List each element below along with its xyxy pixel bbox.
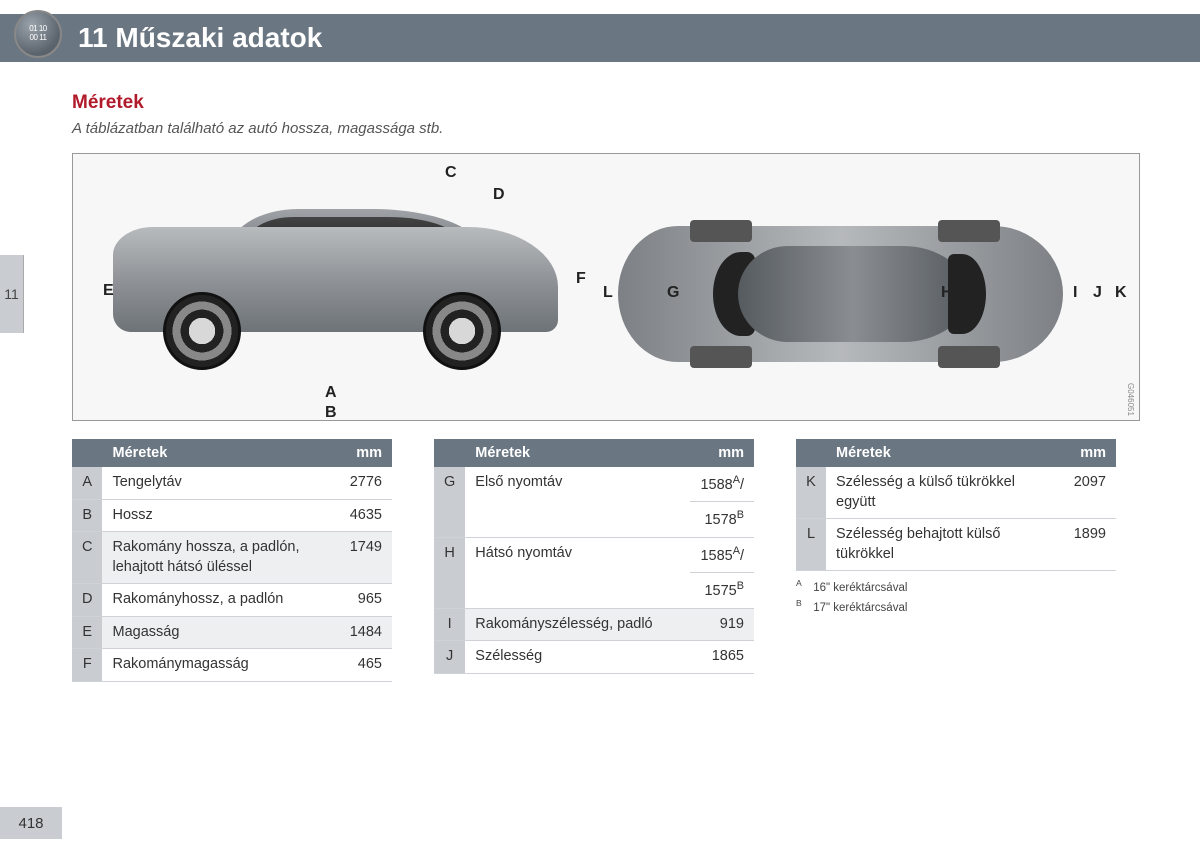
chapter-badge-icon: 01 1000 11 [14,10,62,58]
side-tab-number: 11 [4,286,19,302]
table-row: HHátsó nyomtáv1585A/ [434,537,754,572]
table-row: JSzélesség1865 [434,641,754,674]
col-dim: Méretek [826,439,1054,467]
row-label: Szélesség behajtott külső tükrökkel [826,519,1054,571]
row-value: 1578B [690,502,754,537]
row-value: 1749 [330,532,392,584]
row-key: G [434,467,465,537]
row-key: A [72,467,102,499]
row-value: 919 [690,608,754,641]
dim-label-h: H [941,284,953,302]
row-label: Hátsó nyomtáv [465,537,690,608]
dim-label-b: B [325,404,337,421]
col-key [434,439,465,467]
page-side-tab: 11 [0,255,24,333]
dimensions-table-3: MéretekmmKSzélesség a külső tükrökkel eg… [796,439,1116,571]
row-label: Szélesség [465,641,690,674]
table-row: EMagasság1484 [72,616,392,649]
dimension-tables: MéretekmmATengelytáv2776BHossz4635CRakom… [72,439,1140,682]
badge-text: 01 1000 11 [29,25,47,43]
footnotes: A 16" keréktárcsávalB 17" keréktárcsával [796,577,1116,617]
footnote: B 17" keréktárcsával [796,597,1116,617]
footnote: A 16" keréktárcsával [796,577,1116,597]
row-value: 965 [330,584,392,617]
row-key: L [796,519,826,571]
dim-label-k: K [1115,284,1127,302]
section-subtitle: A táblázatban található az autó hossza, … [72,118,1140,139]
dim-label-d: D [493,186,505,204]
row-value: 1585A/ [690,537,754,572]
row-label: Rakományszélesség, padló [465,608,690,641]
row-key: J [434,641,465,674]
car-top-view [618,214,1063,374]
page-number: 418 [0,807,62,839]
table-row: CRakomány hossza, a padlón, lehajtott há… [72,532,392,584]
col-key [796,439,826,467]
dimensions-table-2: MéretekmmGElső nyomtáv1588A/1578BHHátsó … [434,439,754,674]
table-row: ATengelytáv2776 [72,467,392,499]
table-col-2: MéretekmmGElső nyomtáv1588A/1578BHHátsó … [434,439,754,674]
row-value: 2097 [1054,467,1116,519]
chapter-title: 11 Műszaki adatok [78,22,322,54]
row-value: 2776 [330,467,392,499]
row-key: F [72,649,102,682]
car-side-view [113,209,558,364]
col-mm: mm [330,439,392,467]
row-key: C [72,532,102,584]
table-row: IRakományszélesség, padló919 [434,608,754,641]
table-col-3: MéretekmmKSzélesség a külső tükrökkel eg… [796,439,1116,617]
row-value: 1588A/ [690,467,754,502]
row-label: Magasság [102,616,330,649]
dim-label-g: G [667,284,679,302]
table-row: DRakományhossz, a padlón965 [72,584,392,617]
section-title: Méretek [72,92,1140,114]
dim-label-l: L [603,284,613,302]
row-key: H [434,537,465,608]
dimensions-diagram: A B C D E F G H I J K L G046051 [72,153,1140,421]
dim-label-e: E [103,282,114,300]
row-label: Első nyomtáv [465,467,690,537]
row-value: 1899 [1054,519,1116,571]
row-label: Rakománymagasság [102,649,330,682]
row-key: I [434,608,465,641]
diagram-image-code: G046051 [1126,383,1135,416]
table-col-1: MéretekmmATengelytáv2776BHossz4635CRakom… [72,439,392,682]
row-label: Tengelytáv [102,467,330,499]
chapter-header: 11 Műszaki adatok [0,14,1200,62]
row-value: 1575B [690,573,754,608]
row-label: Rakományhossz, a padlón [102,584,330,617]
col-mm: mm [1054,439,1116,467]
row-key: K [796,467,826,519]
dim-label-j: J [1093,284,1102,302]
table-row: LSzélesség behajtott külső tükrökkel1899 [796,519,1116,571]
table-row: KSzélesség a külső tükrökkel együtt2097 [796,467,1116,519]
page-number-value: 418 [18,815,43,832]
row-key: E [72,616,102,649]
col-key [72,439,102,467]
table-row: FRakománymagasság465 [72,649,392,682]
row-value: 1865 [690,641,754,674]
row-value: 1484 [330,616,392,649]
col-mm: mm [690,439,754,467]
dim-label-f: F [576,270,586,288]
dim-label-c: C [445,164,457,182]
dimensions-table-1: MéretekmmATengelytáv2776BHossz4635CRakom… [72,439,392,682]
table-row: GElső nyomtáv1588A/ [434,467,754,502]
col-dim: Méretek [102,439,330,467]
col-dim: Méretek [465,439,690,467]
row-label: Szélesség a külső tükrökkel együtt [826,467,1054,519]
table-row: BHossz4635 [72,499,392,532]
dim-label-a: A [325,384,337,402]
row-value: 4635 [330,499,392,532]
page-content: Méretek A táblázatban található az autó … [72,92,1140,682]
dim-label-i: I [1073,284,1077,302]
row-label: Hossz [102,499,330,532]
row-value: 465 [330,649,392,682]
row-key: B [72,499,102,532]
row-label: Rakomány hossza, a padlón, lehajtott hát… [102,532,330,584]
row-key: D [72,584,102,617]
